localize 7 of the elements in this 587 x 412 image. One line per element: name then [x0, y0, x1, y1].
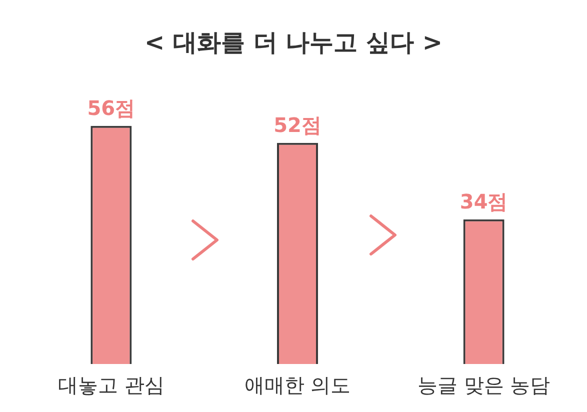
- x-tick-label: 애매한 의도: [244, 373, 351, 398]
- data-label: 52점: [274, 113, 322, 138]
- x-tick-label: 대놓고 관심: [58, 373, 164, 398]
- x-tick-label: 능글 맞은 농담: [417, 373, 550, 398]
- data-label: 34점: [460, 190, 508, 214]
- chart-title: < 대화를 더 나누고 싶다 >: [144, 28, 442, 57]
- data-label: 56점: [87, 96, 136, 120]
